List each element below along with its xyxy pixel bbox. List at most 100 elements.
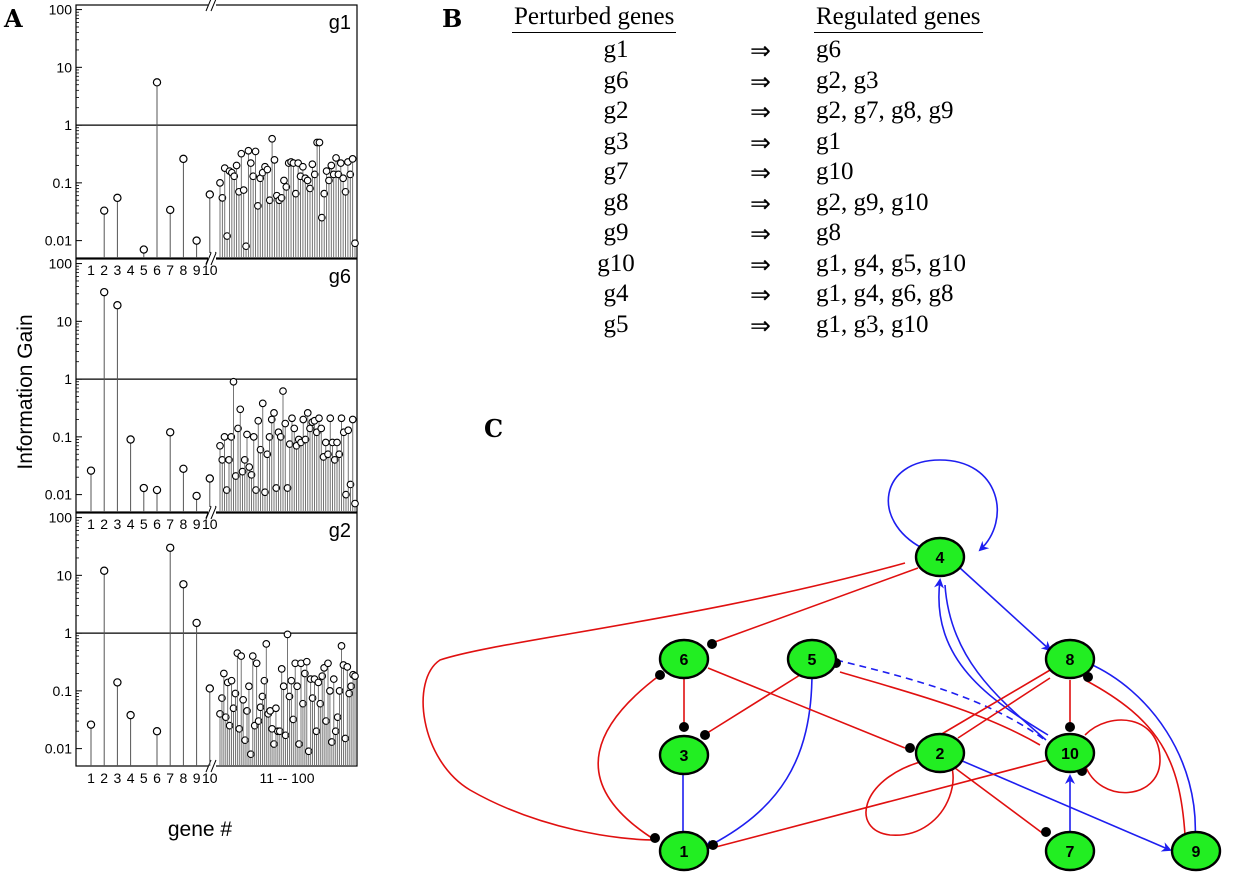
data-point [329,675,338,683]
data-point [272,484,281,492]
y-tick-label: 100 [49,2,73,18]
x-tick-label: 3 [114,262,122,278]
x-tick-label: 10 [202,516,218,532]
table-row: g4 ⇒ g1, g4, g6, g8 [512,280,1072,310]
data-point [237,149,246,158]
data-point [288,414,296,423]
node-label: 1 [680,844,689,861]
perturbed-gene: g7 [603,158,629,185]
y-tick-label: 0.01 [45,487,72,503]
node-label: 7 [1066,844,1075,861]
data-point [86,720,96,729]
data-point [293,682,301,691]
edge-4-6 [711,567,919,644]
node-4: 4 [914,536,966,578]
y-tick-label: 10 [56,567,72,583]
data-point [252,659,261,668]
implies-arrow: ⇒ [750,129,771,157]
data-point [236,405,245,414]
table-row: g8 ⇒ g2, g9, g10 [512,189,1072,219]
x-tick-label: 4 [127,516,135,532]
data-point [265,433,274,441]
data-point [126,710,135,720]
edge-4-8 [959,567,1052,652]
x-tick-label: 8 [180,516,188,532]
data-point [268,134,276,143]
node-label: 2 [936,746,945,763]
node-label: 3 [680,748,689,765]
y-tick-label: 0.1 [53,683,73,699]
x-tick-label: 9 [193,516,201,532]
panel-label-c: C [484,414,504,443]
x-tick-label: 10 [202,770,218,786]
data-point [242,242,250,251]
data-point [240,455,249,464]
data-point [216,179,224,187]
data-point [249,433,258,441]
perturbed-gene: g5 [603,310,629,338]
regulated-genes: g1, g4, g5, g10 [816,249,966,277]
node-1: 1 [658,830,710,872]
data-point [113,301,122,310]
data-point [337,642,346,650]
node-5: 5 [786,638,838,680]
regulated-genes: g8 [816,219,841,246]
x-tick-label: 10 [202,262,218,278]
perturbed-gene: g2 [603,97,629,124]
data-point [335,450,344,459]
data-point [299,415,308,424]
data-point [263,165,272,174]
data-point [344,426,353,435]
data-point [249,172,258,181]
data-point [302,657,311,666]
data-point [315,138,324,147]
data-point [258,399,267,408]
data-point [314,678,323,687]
data-point [243,430,251,439]
data-point [99,206,109,215]
data-point [315,414,323,423]
data-point [285,440,294,448]
edge-6-1 [597,674,661,841]
data-point [280,176,288,185]
y-tick-label: 100 [49,510,73,526]
x-group-label: 11 -- 100 [260,770,315,786]
node-label: 8 [1066,652,1075,669]
perturbed-gene: g8 [603,188,629,216]
implies-arrow: ⇒ [750,160,771,187]
node-8: 8 [1044,638,1096,680]
data-point [252,486,260,494]
data-point [247,470,256,479]
data-point [139,245,148,254]
data-point [317,424,326,433]
data-point [310,170,319,179]
data-point [254,201,262,210]
data-point [205,190,214,199]
data-point [152,78,162,87]
panel-gene-label: g1 [329,12,351,34]
perturbation-table: Perturbed genes Regulated genes g1 ⇒ g6 g6 ⇒… [512,0,1072,400]
data-point [230,172,239,181]
x-tick-label: 9 [193,770,201,786]
edge-4-1 [422,562,906,841]
table-row: g3 ⇒ g1 [512,128,1072,158]
perturbed-gene: g9 [603,219,629,246]
x-tick-label: 6 [153,770,161,786]
implies-arrow: ⇒ [750,38,771,65]
regulated-genes: g6 [816,36,841,63]
data-point [306,184,314,193]
data-point [317,213,326,222]
data-point [321,438,330,447]
x-tick-label: 3 [114,770,122,786]
perturbed-gene: g10 [597,249,635,277]
y-tick-label: 100 [49,256,73,272]
perturbed-gene: g3 [603,127,629,155]
node-7: 7 [1044,830,1096,872]
y-tick-label: 0.1 [53,429,73,445]
data-point [287,676,296,685]
data-point [152,727,162,736]
data-point [303,409,312,417]
data-point [262,640,271,648]
data-point [225,455,233,464]
